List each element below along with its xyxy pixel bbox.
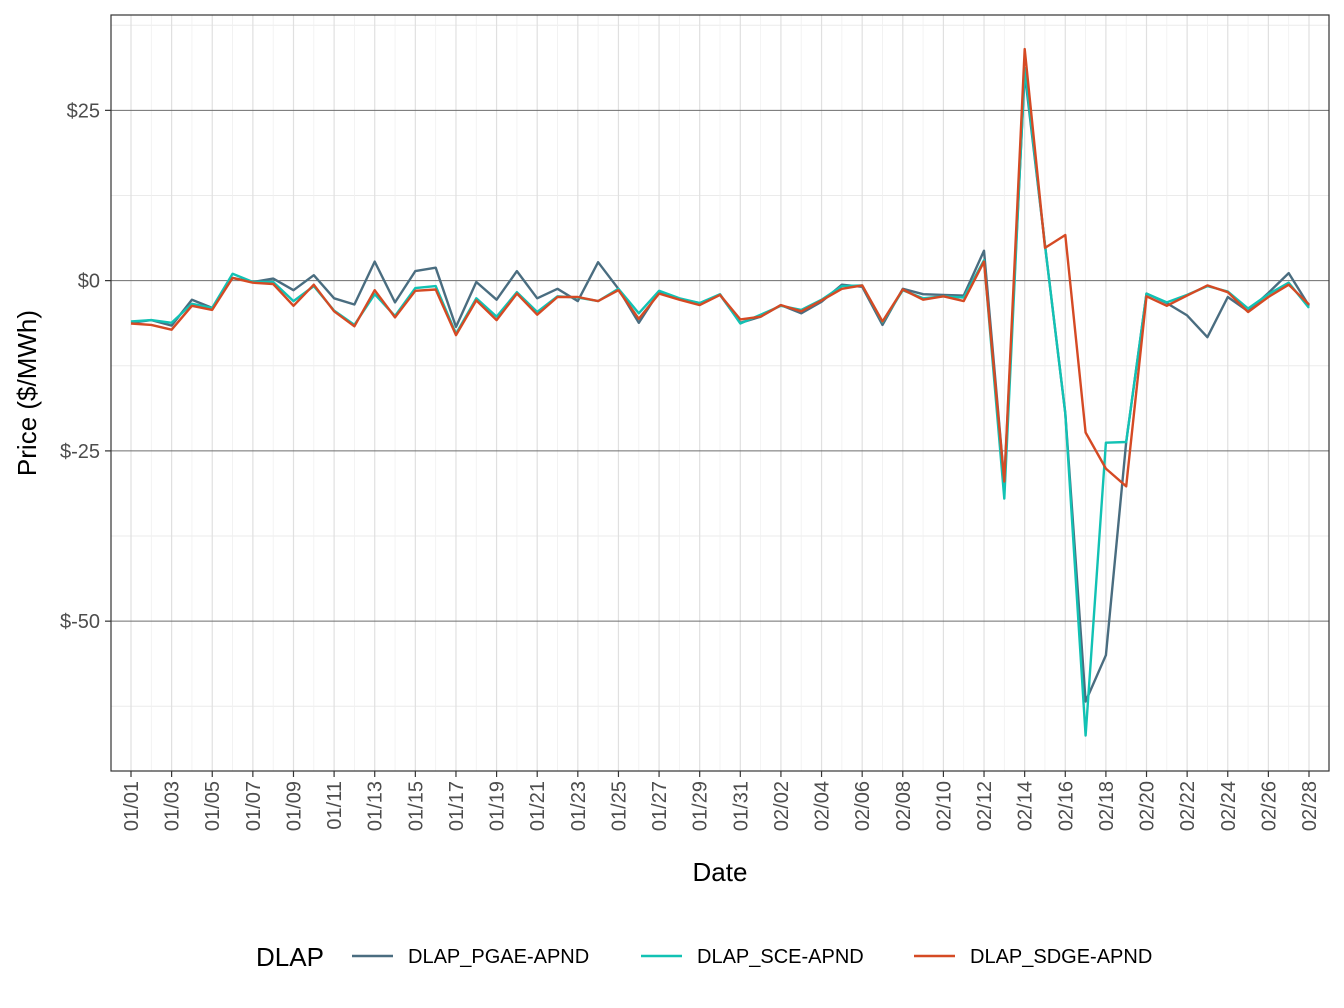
y-axis: $25 $0 $-25 $-50	[60, 100, 111, 633]
x-tick-label: 01/15	[405, 781, 427, 831]
y-axis-title: Price ($/MWh)	[12, 310, 42, 476]
legend: DLAP DLAP_PGAE-APND DLAP_SCE-APND DLAP_SDG…	[256, 942, 1152, 972]
x-tick-label: 01/29	[690, 781, 712, 831]
legend-label: DLAP_SDGE-APND	[970, 946, 1152, 968]
x-tick-label: 02/24	[1218, 781, 1240, 831]
major-gridlines	[111, 15, 1329, 771]
panel-border	[110, 14, 1330, 772]
legend-label: DLAP_PGAE-APND	[408, 946, 589, 968]
x-tick-label: 02/28	[1299, 781, 1321, 831]
y-tick-label: $25	[67, 100, 100, 122]
x-tick-label: 02/04	[812, 781, 834, 831]
x-tick-label: 01/01	[121, 781, 143, 831]
x-tick-label: 02/20	[1137, 781, 1159, 831]
x-tick-label: 02/14	[1015, 781, 1037, 831]
series-lines	[130, 47, 1311, 737]
x-tick-label: 02/08	[893, 781, 915, 831]
x-tick-label: 01/07	[243, 781, 265, 831]
x-tick-label: 01/27	[649, 781, 671, 831]
x-tick-label: 01/03	[162, 781, 184, 831]
x-tick-label: 01/21	[527, 781, 549, 831]
y-tick-label: $0	[78, 271, 100, 293]
x-axis: 01/01 01/03 01/05 01/07 01/09 01/11 01/13 01/15…	[121, 771, 1321, 831]
x-tick-label: 02/10	[933, 781, 955, 831]
x-tick-label: 02/12	[974, 781, 996, 831]
legend-label: DLAP_SCE-APND	[697, 946, 864, 968]
x-tick-label: 02/26	[1258, 781, 1280, 831]
x-tick-label: 01/05	[202, 781, 224, 831]
legend-title: DLAP	[256, 942, 324, 972]
x-tick-label: 02/16	[1055, 781, 1077, 831]
x-axis-title: Date	[693, 857, 748, 887]
minor-gridlines	[111, 15, 1329, 771]
x-tick-label: 02/02	[771, 781, 793, 831]
series-line-dlap-sdge-apnd	[130, 47, 1310, 488]
x-tick-label: 01/25	[608, 781, 630, 831]
x-tick-label: 01/13	[365, 781, 387, 831]
x-tick-label: 01/11	[324, 781, 346, 830]
x-tick-label: 01/17	[446, 781, 468, 831]
x-tick-label: 01/31	[730, 781, 752, 831]
y-tick-label: $-25	[60, 441, 100, 463]
x-tick-label: 01/09	[284, 781, 306, 831]
x-tick-label: 02/06	[852, 781, 874, 831]
x-tick-label: 01/23	[568, 781, 590, 831]
y-tick-label: $-50	[60, 611, 100, 633]
x-tick-label: 02/22	[1177, 781, 1199, 831]
x-tick-label: 01/19	[487, 781, 509, 831]
x-tick-label: 02/18	[1096, 781, 1118, 831]
